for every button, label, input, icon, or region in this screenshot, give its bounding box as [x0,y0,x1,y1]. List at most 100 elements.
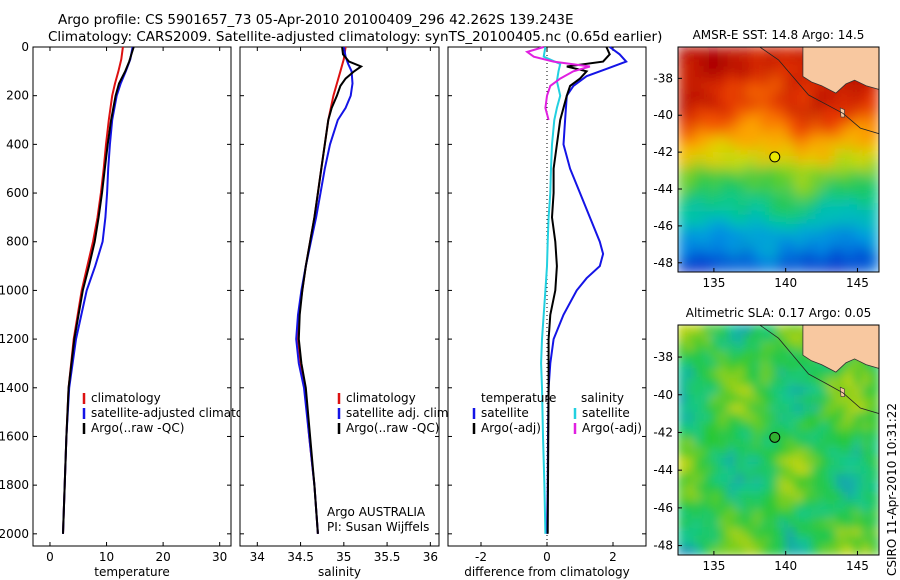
map-cell [844,132,855,144]
map-cell [852,492,864,503]
map-cell [727,332,738,344]
map-cell [685,403,696,415]
map-cell [785,350,797,362]
map-cell [811,123,822,135]
map-cell [693,341,705,353]
y-tick-label: 2000 [0,527,29,541]
map-cell [769,350,780,362]
map-cell [844,439,855,450]
map-cell [819,219,830,230]
map-cell [869,89,879,100]
map-cell [777,536,788,548]
x-axis-label: salinity [318,565,361,579]
map-cell [718,527,730,539]
map-cell [819,500,830,512]
map-cell [819,141,830,152]
map-cell [752,227,763,239]
map-cell [735,201,746,213]
map-cell [794,149,805,161]
map-cell [836,412,847,424]
map-cell [819,236,830,248]
map-cell [861,403,872,415]
map-cell [702,132,713,144]
map-cell [769,89,780,100]
map-cell [744,132,755,144]
legend-label: Argo(..raw -QC) [91,421,184,435]
map-cell [769,447,780,459]
map-cell [735,106,746,118]
map-cell [693,80,705,92]
map-cell [735,377,746,388]
map-cell [678,97,688,109]
map-cell [744,350,755,362]
map-cell [785,141,797,152]
map-cell [718,80,730,92]
map-cell [678,421,688,433]
map-cell [718,350,730,362]
map-cell [727,421,738,433]
map-cell [794,115,805,126]
map-cell [710,262,721,272]
map-cell [744,527,755,539]
map-cell [852,483,864,494]
x-tick-label: 20 [155,550,170,564]
map-cell [861,412,872,424]
y-tick-label: -44 [653,463,673,477]
map-cell [869,421,879,433]
map-cell [861,193,872,204]
map-cell [752,341,763,353]
map-cell [794,89,805,100]
map-cell [760,89,772,100]
x-tick-label: 0 [543,550,551,564]
map-cell [802,253,813,265]
map-cell [794,201,805,213]
map-cell [752,509,763,521]
map-cell [811,545,822,555]
map-field [678,325,879,555]
map-frame [677,324,880,556]
map-cell [702,193,713,204]
map-cell [752,175,763,187]
map-cell [727,262,738,272]
map-cell [852,368,864,379]
map-cell [702,545,713,555]
map-cell [836,474,847,486]
map-cell [785,465,797,477]
map-sla_map: Altimetric SLA: 0.17 Argo: 0.05 135 140 145… [653,306,880,573]
map-cell [777,500,788,512]
map-cell [760,536,772,548]
map-cell [693,421,705,433]
map-cell [836,492,847,503]
map-cell [802,474,813,486]
map-cell [777,245,788,256]
map-cell [760,141,772,152]
map-cell [685,219,696,230]
map-cell [693,456,705,468]
map-cell [760,227,772,239]
series-line [295,46,354,534]
map-cell [827,262,839,272]
map-cell [811,385,822,397]
map-cell [678,106,688,118]
map-cell [744,210,755,222]
map-cell [769,403,780,415]
map-cell [693,236,705,248]
map-cell [710,545,721,555]
map-cell [760,483,772,494]
map-cell [727,377,738,388]
map-cell [794,430,805,441]
map-cell [727,439,738,450]
map-cell [678,167,688,178]
map-cell [735,518,746,530]
map-cell [785,447,797,459]
map-cell [727,492,738,503]
map-cell [819,201,830,213]
map-cell [819,106,830,118]
map-cell [744,465,755,477]
map-cell [727,253,738,265]
map-cell [819,465,830,477]
map-cell [752,350,763,362]
map-cell [802,184,813,196]
map-cell [785,72,797,83]
map-cell [802,245,813,256]
